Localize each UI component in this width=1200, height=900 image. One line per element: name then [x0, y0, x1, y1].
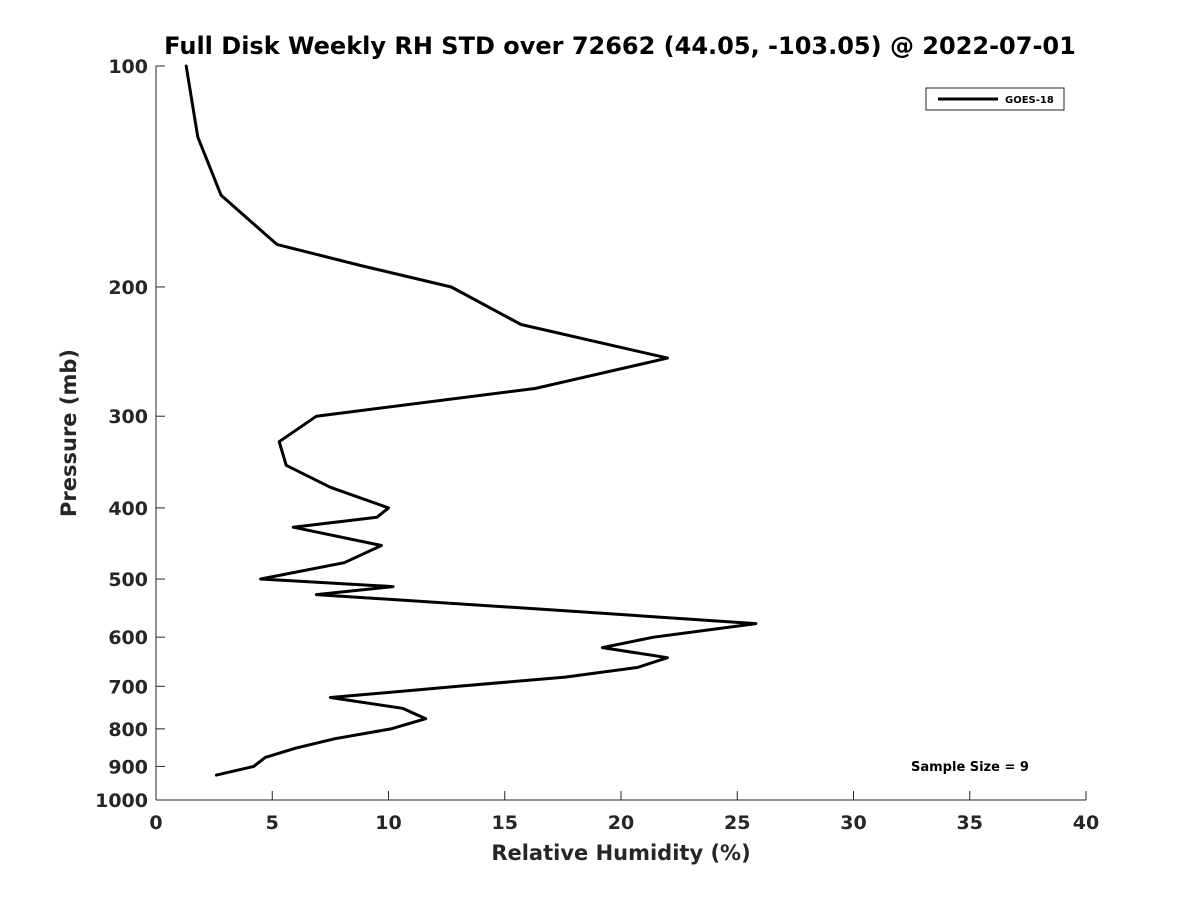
- series-point: [388, 507, 389, 509]
- series-point: [392, 586, 394, 588]
- series-point: [667, 657, 668, 659]
- y-tick-label: 1000: [95, 790, 148, 812]
- series-point: [425, 718, 427, 720]
- series-point: [315, 415, 317, 417]
- series-point: [360, 265, 362, 266]
- y-tick-label: 500: [108, 569, 148, 591]
- series-point: [534, 388, 536, 389]
- x-tick-label: 15: [492, 812, 518, 834]
- series-point: [292, 526, 294, 528]
- x-tick-label: 10: [375, 812, 401, 834]
- x-tick-label: 5: [266, 812, 279, 834]
- series-point: [334, 738, 336, 740]
- x-tick-label: 20: [608, 812, 634, 834]
- series-point: [295, 747, 296, 749]
- series-point: [457, 685, 459, 687]
- series-point: [215, 774, 217, 776]
- y-tick-label: 200: [108, 277, 148, 299]
- y-axis-label: Pressure (mb): [57, 349, 81, 517]
- series-point: [564, 676, 566, 678]
- series-point: [264, 756, 266, 758]
- series-point: [755, 623, 757, 625]
- series-point: [653, 636, 654, 638]
- series-point: [185, 65, 187, 67]
- series-point: [402, 707, 403, 709]
- series-point: [278, 441, 280, 443]
- x-axis-label: Relative Humidity (%): [491, 841, 750, 865]
- chart-title: Full Disk Weekly RH STD over 72662 (44.0…: [164, 32, 1076, 60]
- series-point: [520, 324, 522, 325]
- x-tick-label: 35: [957, 812, 983, 834]
- x-tick-label: 40: [1073, 812, 1099, 834]
- y-tick-label: 700: [108, 676, 148, 698]
- series-point: [276, 243, 278, 245]
- y-axis-ticks: 100 200 300 400 500 600 700 800 900 1000: [95, 56, 165, 812]
- series-point: [381, 545, 382, 546]
- series-point: [543, 608, 545, 610]
- x-tick-label: 25: [724, 812, 750, 834]
- series-point: [667, 357, 668, 359]
- series-point: [343, 562, 345, 564]
- series-point: [315, 594, 317, 596]
- series-point: [390, 728, 392, 730]
- series-point: [329, 486, 331, 488]
- series-point: [376, 516, 378, 518]
- series-point: [260, 578, 262, 580]
- x-tick-label: 30: [840, 812, 866, 834]
- legend-label-goes-18: GOES-18: [1005, 95, 1054, 106]
- sample-size-annotation: Sample Size = 9: [911, 760, 1029, 775]
- x-axis-ticks: 0 5 10 15 20 25 30 35 40: [149, 791, 1099, 834]
- series-point: [220, 194, 222, 196]
- y-tick-label: 800: [108, 719, 148, 741]
- series-point: [601, 647, 603, 649]
- series-point: [253, 765, 255, 767]
- series-point: [450, 286, 452, 288]
- y-tick-label: 900: [108, 756, 148, 778]
- y-tick-label: 300: [108, 406, 148, 428]
- y-tick-label: 600: [108, 627, 148, 649]
- series-line-goes-18: [184, 64, 758, 777]
- x-tick-label: 0: [149, 812, 162, 834]
- series-layer: [184, 64, 758, 777]
- series-point: [636, 667, 638, 668]
- series-point: [197, 136, 199, 138]
- series-point: [329, 697, 331, 698]
- series-point: [285, 464, 287, 466]
- y-tick-label: 400: [108, 498, 148, 520]
- y-tick-label: 100: [108, 56, 148, 78]
- legend: GOES-18: [925, 87, 1065, 111]
